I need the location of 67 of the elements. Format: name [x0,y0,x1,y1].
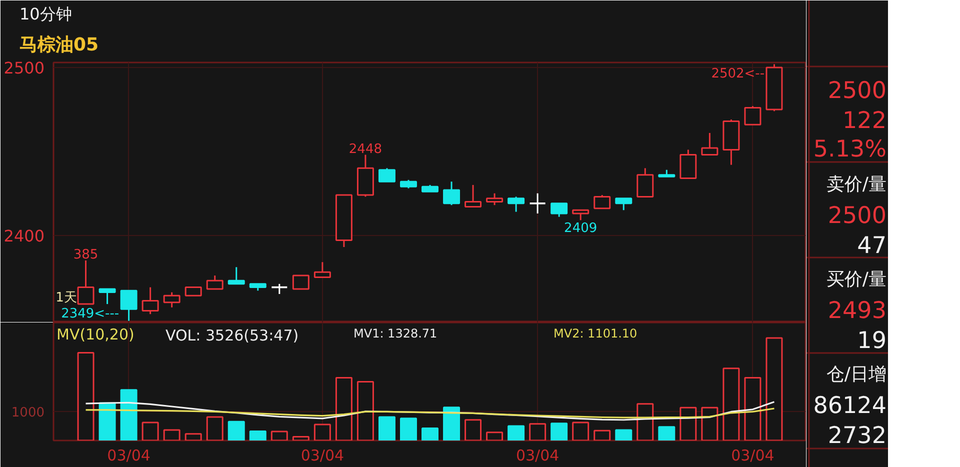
text: 122 [842,108,886,134]
bar [249,430,266,440]
annotation: 2502<-- [711,66,765,82]
candlestick [120,290,138,322]
x-tick-label: 03/04 [731,446,774,464]
bar [98,402,116,440]
candlestick [142,286,159,315]
text: 卖价/量 [826,174,886,195]
annotation: MV2: 1101.10 [554,326,638,340]
candlestick [572,209,590,221]
bar [400,418,417,440]
annotation: 2349<--- [61,306,120,322]
bar [550,422,568,440]
candlestick [443,180,460,206]
annotation: MV1: 1328.71 [354,326,438,340]
candlestick [206,274,224,290]
bar [658,426,676,440]
x-tick-label: 03/04 [107,446,150,464]
bar [422,428,438,440]
text: 5.13% [813,136,886,162]
x-tick-label: 03/04 [516,446,560,464]
candlestick [680,148,697,179]
annotation: 2409 [564,221,598,236]
candlestick [550,202,568,218]
candlestick [636,167,654,198]
candlestick [270,283,288,295]
bar [228,420,245,440]
candlestick [615,198,632,211]
text: 2500 [828,203,886,229]
text: 买价/量 [826,269,886,290]
candlestick [464,184,482,208]
y-tick-label: 2400 [4,226,44,246]
bar [615,429,632,440]
candlestick [77,260,94,305]
candlestick [594,194,611,210]
candlestick [486,192,504,206]
candlestick [701,132,718,156]
bar [508,425,525,440]
chart-subtitle: 马棕油05 [20,34,99,56]
candlestick [314,261,331,278]
candlestick [744,105,762,126]
candlestick [292,274,310,290]
y-tick-label: 2500 [4,58,44,78]
candlestick [228,266,245,285]
chart-title: 10分钟 [20,4,72,24]
candlestick [98,288,116,305]
text: 2500 [828,78,886,104]
candlestick [163,292,180,308]
y-tick-label: 1000 [11,405,45,420]
annotation: 2448 [348,142,382,157]
x-tick-label: 03/04 [300,446,344,464]
bar [120,389,138,440]
text: 47 [857,233,886,259]
annotation: 1天 [56,290,77,306]
candlestick [508,196,525,213]
candlestick [378,167,396,182]
text: 86124 [813,393,886,419]
bar [443,406,460,440]
bar [378,416,396,440]
chart-title: MV(10,20) [56,326,134,344]
text: 2732 [828,423,886,449]
text: 仓/日增 [826,364,886,385]
text: 2493 [828,298,886,324]
candlestick [528,192,546,214]
annotation: VOL: 3526(53:47) [166,326,299,344]
annotation: 385 [73,247,98,262]
text: 19 [857,328,886,354]
